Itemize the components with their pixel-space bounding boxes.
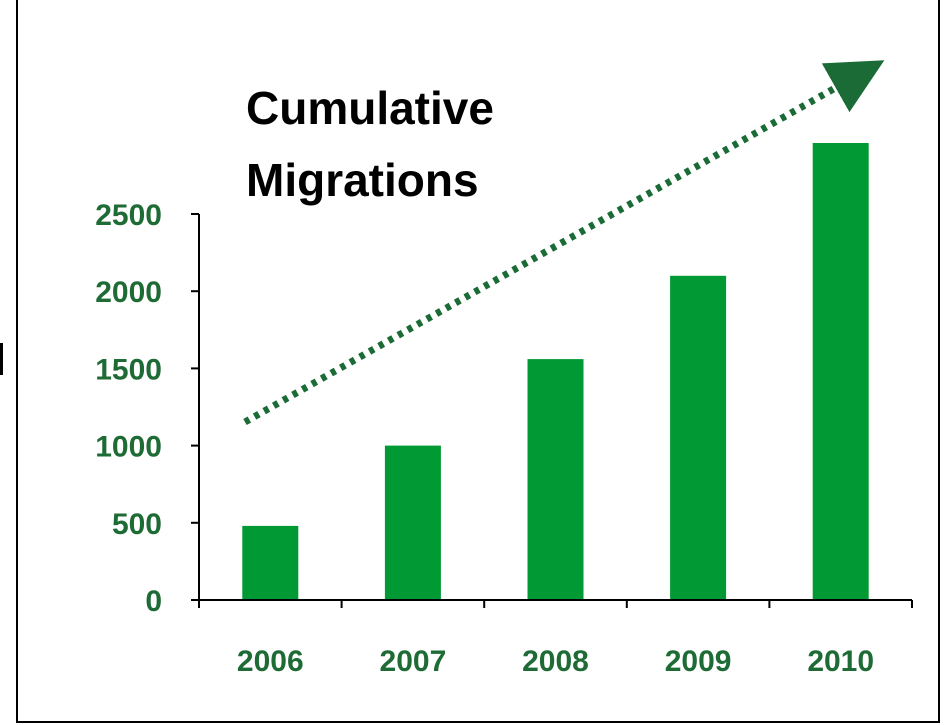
- bar-2007: [384, 445, 441, 600]
- chart-title-line-1: Cumulative: [246, 82, 494, 134]
- edge-mark: [0, 343, 3, 375]
- y-tick-label: 1500: [95, 353, 162, 386]
- chart-frame: [16, 0, 940, 723]
- y-tick-label: 2000: [95, 276, 162, 309]
- x-tick-label: 2009: [665, 645, 732, 678]
- x-ticks-layer: 2006 2007 2008 2009 2010: [198, 600, 913, 678]
- y-tick-label: 2500: [95, 199, 162, 232]
- x-tick-label: 2007: [380, 645, 447, 678]
- trend-arrow: [243, 60, 885, 426]
- bar-2008: [527, 359, 584, 600]
- bars-layer: [242, 143, 869, 600]
- y-tick-label: 1000: [95, 431, 162, 464]
- x-tick-label: 2006: [237, 645, 304, 678]
- bar-2006: [242, 525, 299, 600]
- y-tick-label: 500: [112, 508, 162, 541]
- x-tick-label: 2008: [522, 645, 589, 678]
- bar-2009: [670, 275, 727, 600]
- y-ticks-layer: 0 500 1000 1500 2000 2500: [95, 199, 199, 618]
- chart-title-line-2: Migrations: [246, 154, 479, 206]
- bar-2010: [812, 143, 869, 600]
- x-tick-label: 2010: [807, 645, 874, 678]
- y-tick-label: 0: [145, 585, 162, 618]
